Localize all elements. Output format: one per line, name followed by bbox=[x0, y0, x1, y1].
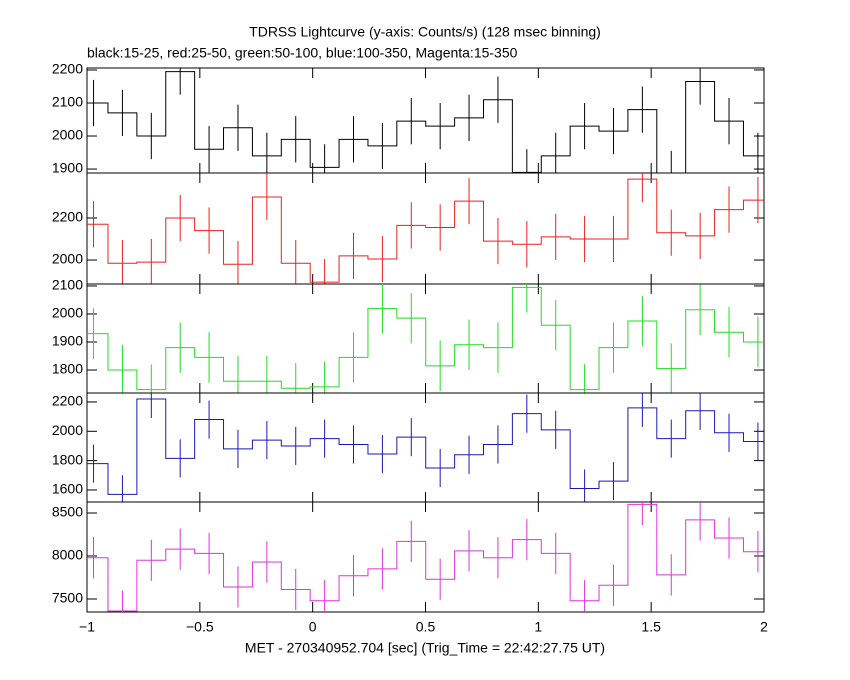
y-tick-label: 2200 bbox=[52, 209, 83, 225]
step-line bbox=[87, 286, 764, 391]
y-tick-label: 2000 bbox=[52, 422, 83, 438]
chart-subtitle: black:15-25, red:25-50, green:50-100, bl… bbox=[87, 45, 518, 61]
y-tick-label: 2100 bbox=[52, 277, 83, 293]
y-tick-label: 2100 bbox=[52, 94, 83, 110]
y-tick-label: 1900 bbox=[52, 333, 83, 349]
y-tick-label: 2000 bbox=[52, 305, 83, 321]
plot-area bbox=[87, 502, 764, 612]
plot-area bbox=[87, 393, 764, 502]
step-line bbox=[87, 398, 764, 495]
x-tick-label: 2 bbox=[760, 619, 768, 635]
x-tick-label: 0 bbox=[309, 619, 317, 635]
y-tick-label: 7500 bbox=[52, 590, 83, 606]
step-line bbox=[87, 71, 764, 173]
x-tick-label: 1 bbox=[534, 619, 542, 635]
y-tick-label: 8500 bbox=[52, 504, 83, 520]
x-tick-label: −1 bbox=[79, 619, 95, 635]
plot-frame bbox=[86, 172, 765, 285]
y-tick-label: 1800 bbox=[52, 451, 83, 467]
x-axis-label: MET - 270340952.704 [sec] (Trig_Time = 2… bbox=[245, 640, 605, 656]
plot-area bbox=[87, 173, 764, 284]
plot-frame bbox=[86, 67, 765, 174]
chart-title: TDRSS Lightcurve (y-axis: Counts/s) (128… bbox=[249, 24, 601, 40]
plot-area bbox=[87, 284, 764, 393]
y-tick-label: 1900 bbox=[52, 160, 83, 176]
plot-area bbox=[87, 68, 764, 173]
y-tick-label: 8000 bbox=[52, 547, 83, 563]
y-tick-label: 2200 bbox=[52, 393, 83, 409]
x-tick-label: 1.5 bbox=[641, 619, 661, 635]
y-tick-label: 1800 bbox=[52, 361, 83, 377]
y-tick-label: 2200 bbox=[52, 61, 83, 77]
y-tick-label: 2000 bbox=[52, 127, 83, 143]
x-tick-label: −0.5 bbox=[186, 619, 214, 635]
y-tick-label: 1600 bbox=[52, 481, 83, 497]
step-line bbox=[87, 178, 764, 283]
x-tick-label: 0.5 bbox=[416, 619, 436, 635]
y-tick-label: 2000 bbox=[52, 251, 83, 267]
step-line bbox=[87, 503, 764, 612]
